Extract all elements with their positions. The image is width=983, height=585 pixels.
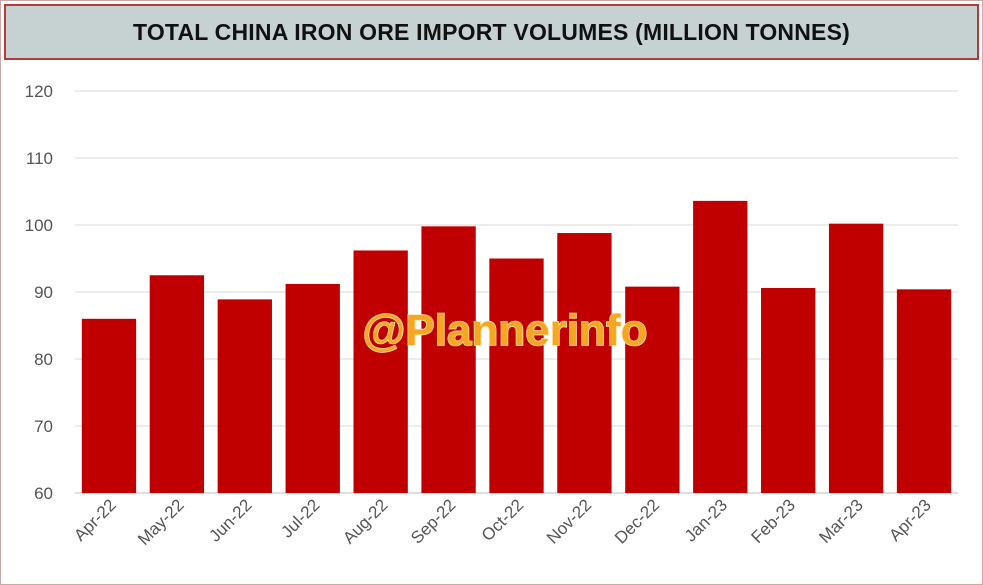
y-tick-label: 90	[34, 283, 53, 302]
x-tick-label: Nov-22	[543, 495, 595, 547]
x-tick-label: Feb-23	[747, 495, 799, 547]
x-axis-labels: Apr-22 May-22 Jun-22 Jul-22 Aug-22 Sep-22 Oct-…	[70, 495, 935, 549]
x-tick-label: Jun-22	[205, 495, 255, 545]
y-tick-label: 60	[34, 484, 53, 503]
bar-aug-22	[353, 250, 408, 493]
bar-nov-22	[557, 233, 612, 494]
bar-dec-22	[625, 286, 680, 493]
y-axis-ticks: 60 70 80 90 100 110 120	[25, 82, 53, 503]
watermark-text: @Plannerinfo	[363, 306, 648, 355]
y-tick-label: 110	[26, 149, 53, 168]
x-tick-label: Aug-22	[339, 495, 391, 547]
bar-may-22	[149, 275, 205, 493]
y-tick-label: 80	[34, 350, 53, 369]
bar-oct-22	[489, 258, 544, 493]
chart-title: TOTAL CHINA IRON ORE IMPORT VOLUMES (MIL…	[132, 18, 850, 45]
bar-apr-23	[896, 289, 952, 493]
y-tick-label: 120	[25, 82, 53, 101]
bars	[81, 200, 952, 494]
y-tick-label: 100	[25, 216, 53, 235]
x-tick-label: Apr-23	[885, 495, 935, 545]
x-tick-label: Dec-22	[611, 495, 663, 547]
bar-feb-23	[761, 287, 816, 493]
x-tick-label: Jul-22	[277, 495, 323, 541]
x-tick-label: May-22	[134, 495, 188, 549]
x-tick-label: Jan-23	[681, 495, 731, 545]
bar-mar-23	[828, 223, 884, 493]
x-tick-label: Sep-22	[407, 495, 459, 547]
y-tick-label: 70	[34, 417, 53, 436]
x-tick-label: Oct-22	[478, 495, 528, 545]
x-tick-label: Mar-23	[815, 495, 867, 547]
x-tick-label: Apr-22	[70, 495, 120, 545]
bar-apr-22	[81, 318, 137, 493]
bar-jun-22	[217, 299, 272, 493]
title-banner: TOTAL CHINA IRON ORE IMPORT VOLUMES (MIL…	[4, 4, 979, 60]
bar-jul-22	[285, 283, 340, 493]
bar-sep-22	[421, 226, 476, 493]
bar-jan-23	[693, 200, 748, 493]
